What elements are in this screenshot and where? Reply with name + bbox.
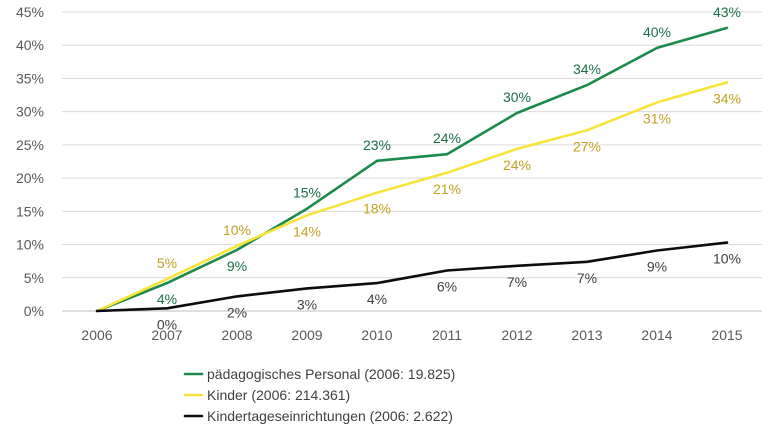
data-label: 43% xyxy=(713,4,741,20)
data-label: 14% xyxy=(293,223,321,239)
x-tick-label: 2011 xyxy=(432,327,462,343)
y-tick-label: 35% xyxy=(16,70,44,86)
y-tick-label: 30% xyxy=(16,104,44,120)
data-labels: 4% 9% 15% 23% 24% 30% 34% 40% 43% 5% 10% 14% 18% 21% 2… xyxy=(157,4,741,332)
y-tick-label: 20% xyxy=(16,170,44,186)
data-label: 9% xyxy=(227,258,247,274)
x-tick-label: 2014 xyxy=(641,327,672,343)
y-tick-label: 5% xyxy=(24,270,44,286)
data-label: 9% xyxy=(647,259,667,275)
legend: pädagogisches Personal (2006: 19.825) Kin… xyxy=(183,366,455,424)
x-tick-label: 2009 xyxy=(291,327,322,343)
data-label: 23% xyxy=(363,137,391,153)
series-line-2 xyxy=(95,241,729,313)
y-tick-label: 0% xyxy=(24,303,44,319)
x-tick-label: 2012 xyxy=(501,327,532,343)
y-axis-tick-labels: 0% 5% 10% 15% 20% 25% 30% 35% 40% 45% xyxy=(16,4,44,319)
data-label: 4% xyxy=(157,291,177,307)
series-lines xyxy=(95,26,729,313)
legend-label: Kinder (2006: 214.361) xyxy=(207,387,350,403)
data-label: 18% xyxy=(363,201,391,217)
data-label: 6% xyxy=(437,278,457,294)
data-label: 34% xyxy=(713,90,741,106)
series-line-1 xyxy=(95,81,729,313)
data-label: 3% xyxy=(297,296,317,312)
data-label: 21% xyxy=(433,181,461,197)
y-tick-label: 10% xyxy=(16,237,44,253)
data-label: 7% xyxy=(507,274,527,290)
data-label: 27% xyxy=(573,138,601,154)
y-tick-label: 40% xyxy=(16,37,44,53)
series-line-0 xyxy=(95,26,729,313)
data-label: 31% xyxy=(643,110,671,126)
data-label: 5% xyxy=(157,255,177,271)
x-tick-label: 2007 xyxy=(151,327,182,343)
y-tick-label: 15% xyxy=(16,203,44,219)
x-tick-label: 2010 xyxy=(361,327,392,343)
x-tick-label: 2015 xyxy=(711,327,742,343)
data-label: 24% xyxy=(433,130,461,146)
data-label: 0% xyxy=(157,316,177,332)
data-label: 15% xyxy=(293,185,321,201)
y-tick-label: 45% xyxy=(16,4,44,20)
data-label: 24% xyxy=(503,157,531,173)
data-label: 2% xyxy=(227,304,247,320)
legend-label: Kindertageseinrichtungen (2006: 2.622) xyxy=(207,408,453,424)
x-tick-label: 2013 xyxy=(571,327,602,343)
x-tick-label: 2008 xyxy=(221,327,252,343)
y-tick-label: 25% xyxy=(16,137,44,153)
legend-label: pädagogisches Personal (2006: 19.825) xyxy=(207,366,455,382)
data-label: 4% xyxy=(367,291,387,307)
data-label: 30% xyxy=(503,89,531,105)
data-label: 40% xyxy=(643,24,671,40)
data-label: 34% xyxy=(573,61,601,77)
data-label: 10% xyxy=(713,251,741,267)
x-axis-tick-labels: 2006 2007 2008 2009 2010 2011 2012 2013 2014 2015 xyxy=(81,327,742,343)
data-label: 7% xyxy=(577,270,597,286)
data-label: 10% xyxy=(223,222,251,238)
x-tick-label: 2006 xyxy=(81,327,112,343)
